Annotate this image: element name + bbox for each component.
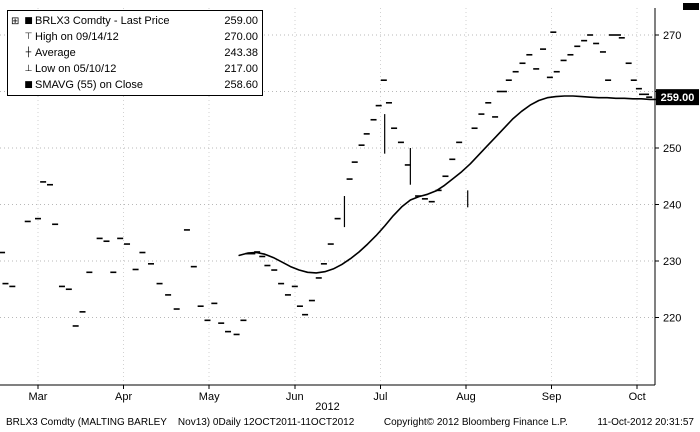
axis-labels: Mar Apr May Jun Jul Aug Sep Oct 220 230 240 250 270 (29, 30, 682, 403)
legend-row-low[interactable]: ⊥ Low on 05/10/12 217.00 (11, 61, 258, 77)
footer-copyright: Copyright© 2012 Bloomberg Finance L.P. (383, 417, 568, 428)
svg-text:Aug: Aug (456, 391, 476, 403)
smavg-marker-icon: ■ (24, 79, 33, 90)
svg-text:Sep: Sep (542, 391, 562, 403)
legend-value-average: 243.38 (224, 46, 258, 59)
legend-row-smavg[interactable]: ■ SMAVG (55) on Close 258.60 (11, 77, 258, 93)
legend-row-last-price[interactable]: ⊞ ■ BRLX3 Comdty - Last Price 259.00 (11, 13, 258, 29)
low-marker-icon: ⊥ (24, 63, 33, 74)
svg-text:220: 220 (663, 313, 681, 325)
gridlines (0, 8, 655, 385)
footer-timestamp: 11-Oct-2012 20:31:57 (597, 417, 694, 428)
top-right-mark (683, 3, 699, 10)
legend-row-average[interactable]: ┼ Average 243.38 (11, 45, 258, 61)
svg-text:Jul: Jul (373, 391, 387, 403)
svg-text:Mar: Mar (29, 391, 48, 403)
tree-expand-icon[interactable]: ⊞ (11, 15, 20, 27)
footer-security-info: BRLX3 Comdty (MALTING BARLEY Nov13) 0Dai… (6, 417, 355, 428)
svg-text:May: May (199, 391, 220, 403)
svg-text:Jun: Jun (286, 391, 304, 403)
price-range-bars (343, 114, 469, 228)
legend-value-smavg: 258.60 (224, 78, 258, 91)
chart-legend: ⊞ ■ BRLX3 Comdty - Last Price 259.00 ⊤ H… (7, 10, 263, 96)
price-ticks-scatter (0, 31, 653, 336)
smavg-line (238, 95, 657, 274)
axes (0, 8, 659, 389)
legend-value-low: 217.00 (224, 62, 258, 75)
legend-label-low: Low on 05/10/12 (35, 62, 117, 75)
svg-text:270: 270 (663, 30, 681, 42)
svg-text:250: 250 (663, 143, 681, 155)
high-marker-icon: ⊤ (24, 31, 33, 42)
price-chart-canvas: Mar Apr May Jun Jul Aug Sep Oct 220 230 240 250 270 2… (0, 8, 699, 403)
svg-text:Oct: Oct (629, 391, 646, 403)
legend-value-high: 270.00 (224, 30, 258, 43)
svg-text:230: 230 (663, 256, 681, 268)
svg-text:Apr: Apr (115, 391, 132, 403)
legend-label-high: High on 09/14/12 (35, 30, 119, 43)
last-price-marker-icon: ■ (24, 15, 33, 26)
last-price-badge: 259.00 (656, 89, 699, 106)
legend-label-last-price: BRLX3 Comdty - Last Price (35, 14, 170, 27)
footer-bar: BRLX3 Comdty (MALTING BARLEY Nov13) 0Dai… (0, 417, 700, 428)
legend-value-last-price: 259.00 (224, 14, 258, 27)
legend-label-average: Average (35, 46, 76, 59)
svg-text:240: 240 (663, 200, 681, 212)
x-axis-year-label: 2012 (315, 401, 340, 413)
legend-row-high[interactable]: ⊤ High on 09/14/12 270.00 (11, 29, 258, 45)
average-marker-icon: ┼ (25, 47, 32, 58)
legend-label-smavg: SMAVG (55) on Close (35, 78, 144, 91)
svg-text:259.00: 259.00 (661, 92, 695, 104)
